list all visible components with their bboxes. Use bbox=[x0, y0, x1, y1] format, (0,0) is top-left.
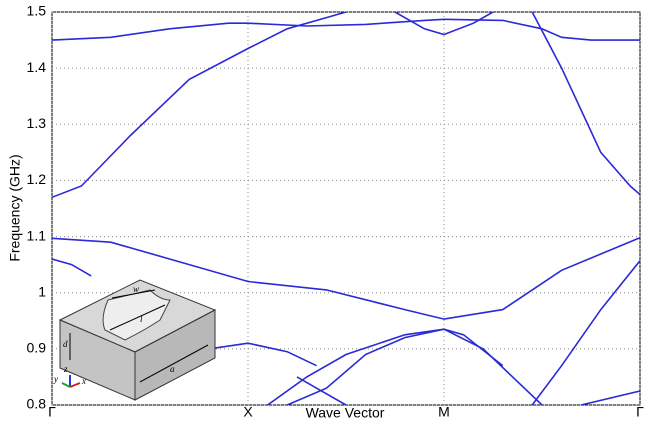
y-tick-label: 1 bbox=[38, 283, 46, 299]
band-line bbox=[395, 12, 493, 35]
band-line bbox=[268, 329, 542, 405]
y-tick-label: 1.4 bbox=[27, 59, 47, 75]
y-tick-label: 0.9 bbox=[27, 340, 47, 356]
inset-label: d bbox=[63, 339, 68, 349]
y-tick-label: 1.5 bbox=[27, 3, 47, 19]
y-tick-label: 1.2 bbox=[27, 171, 47, 187]
inset-axis-label: y bbox=[53, 374, 58, 384]
inset-label: w bbox=[133, 284, 139, 294]
inset-axis-label: z bbox=[63, 364, 68, 374]
band-line bbox=[52, 259, 91, 276]
inset-axis-label: x bbox=[81, 376, 86, 386]
band-line bbox=[297, 377, 346, 405]
x-tick-label: X bbox=[243, 404, 253, 420]
y-tick-label: 1.3 bbox=[27, 115, 47, 131]
band-line bbox=[532, 261, 640, 405]
band-line bbox=[287, 329, 503, 405]
y-axis-label: Frequency (GHz) bbox=[7, 154, 23, 261]
x-axis-label: Wave Vector bbox=[306, 405, 385, 421]
inset-unit-cell: w l d a z y x bbox=[53, 280, 215, 400]
x-tick-label: M bbox=[438, 404, 450, 420]
x-tick-label: Γ bbox=[48, 404, 56, 420]
band-line bbox=[52, 12, 346, 197]
y-tick-label: 0.8 bbox=[27, 396, 47, 412]
chart: Wave Vector Frequency (GHz) 0.8 0.9 1 1.1 1.… bbox=[0, 0, 650, 425]
y-tick-label: 1.1 bbox=[27, 227, 47, 243]
inset-label: a bbox=[170, 364, 175, 374]
band-line bbox=[581, 391, 640, 405]
x-tick-label: Γ bbox=[636, 404, 644, 420]
